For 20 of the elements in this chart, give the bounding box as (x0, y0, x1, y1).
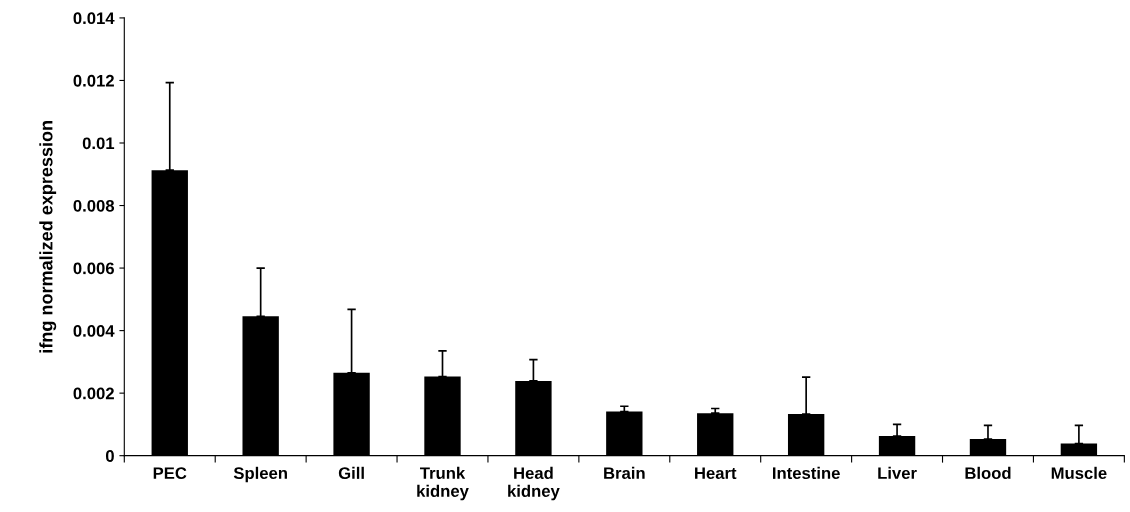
x-tick-label: Trunk kidney (417, 466, 469, 501)
y-tick-label: 0.008 (73, 199, 115, 212)
y-tick-label: 0.004 (73, 325, 115, 337)
y-axis-title: ifng normalized expression (39, 121, 57, 353)
y-tick-label: 0.006 (73, 262, 114, 275)
x-tick-label: Blood (965, 466, 1011, 480)
x-tick-label: Intestine (773, 466, 840, 480)
x-tick-label: Liver (878, 466, 917, 480)
x-tick-label: Head kidney (508, 466, 560, 501)
y-tick-label: 0.002 (73, 387, 114, 400)
y-tick-label: 0.012 (73, 74, 114, 87)
x-tick-label: Spleen (233, 466, 287, 483)
y-tick-label: 0.01 (82, 137, 115, 150)
y-tick-label: 0 (105, 450, 114, 462)
x-tick-label: PEC (153, 467, 187, 480)
x-tick-label: Brain (604, 466, 645, 480)
x-tick-label: Gill (338, 466, 364, 480)
x-tick-label: Muscle (1051, 466, 1107, 480)
x-tick-label: Heart (695, 467, 737, 480)
y-tick-label: 0.014 (73, 12, 115, 25)
